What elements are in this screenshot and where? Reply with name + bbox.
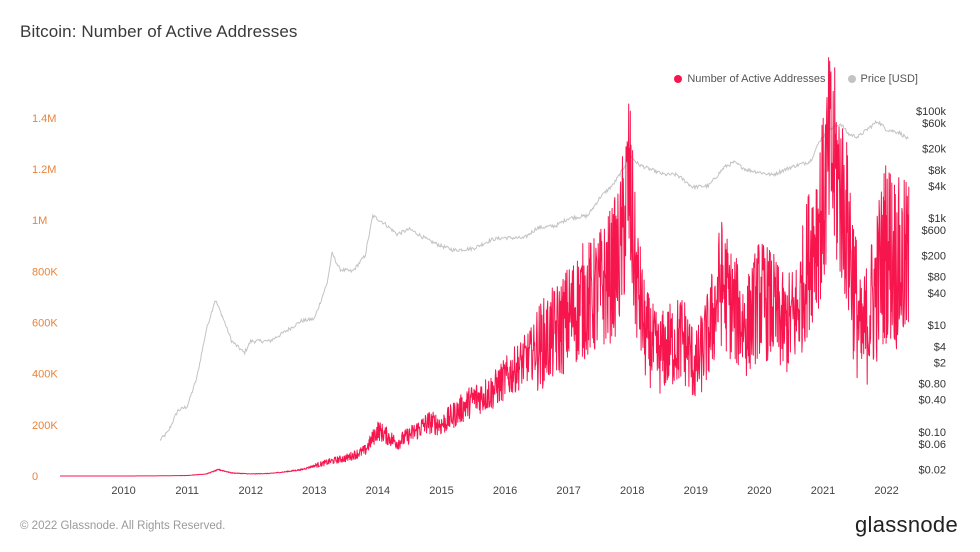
right-tick-label: $20k <box>922 143 946 155</box>
legend-item-price[interactable]: Price [USD] <box>847 73 918 85</box>
right-tick-label: $0.10 <box>918 427 946 439</box>
copyright-footer: © 2022 Glassnode. All Rights Reserved. <box>20 520 226 532</box>
right-tick-label: $200 <box>922 250 946 262</box>
left-tick-label: 200K <box>32 420 58 432</box>
active-addresses-series-line <box>59 57 910 477</box>
right-tick-label: $100k <box>916 106 946 118</box>
left-tick-label: 1M <box>32 215 47 227</box>
right-tick-label: $0.06 <box>918 439 946 451</box>
x-axis: 2010 2011 2012 2013 2014 2015 2016 2017 2018 2019… <box>111 485 898 497</box>
right-tick-label: $0.40 <box>918 395 946 407</box>
left-tick-label: 1.4M <box>32 113 56 125</box>
left-axis: 0 200K 400K 600K 800K 1M 1.2M 1.4M <box>32 113 58 483</box>
legend-label-price: Price [USD] <box>860 73 918 85</box>
left-tick-label: 800K <box>32 266 58 278</box>
x-tick-label: 2021 <box>811 485 835 497</box>
left-tick-label: 1.2M <box>32 164 56 176</box>
legend-label-active-addresses: Number of Active Addresses <box>687 73 826 85</box>
x-tick-label: 2012 <box>239 485 263 497</box>
right-tick-label: $40 <box>928 288 946 300</box>
left-tick-label: 400K <box>32 369 58 381</box>
right-tick-label: $1k <box>928 213 946 225</box>
x-tick-label: 2014 <box>366 485 390 497</box>
x-tick-label: 2016 <box>493 485 517 497</box>
x-tick-label: 2013 <box>302 485 326 497</box>
left-tick-label: 600K <box>32 317 58 329</box>
chart-title: Bitcoin: Number of Active Addresses <box>20 22 298 41</box>
series-layer <box>59 57 910 477</box>
x-tick-label: 2017 <box>556 485 580 497</box>
price-series-line <box>159 119 909 441</box>
legend: Number of Active Addresses Price [USD] <box>674 73 918 85</box>
right-tick-label: $4k <box>928 181 946 193</box>
legend-item-active-addresses[interactable]: Number of Active Addresses <box>674 73 826 85</box>
x-tick-label: 2015 <box>429 485 453 497</box>
brand-logo: glassnode <box>855 512 958 537</box>
x-tick-label: 2010 <box>111 485 135 497</box>
x-tick-label: 2018 <box>620 485 644 497</box>
right-tick-label: $0.80 <box>918 379 946 391</box>
right-axis: $0.02 $0.06$0.10 $0.40 $0.80 $2 $4 $10 $40 $80 $2… <box>916 106 946 476</box>
left-tick-label: 0 <box>32 471 38 483</box>
legend-marker-price <box>847 75 856 83</box>
x-tick-label: 2022 <box>874 485 898 497</box>
right-tick-label: $4 <box>934 341 946 353</box>
legend-marker-active-addresses <box>674 75 683 83</box>
right-tick-label: $8k <box>928 165 946 177</box>
right-tick-label: $80 <box>928 272 946 284</box>
right-tick-label: $600 <box>922 225 946 237</box>
right-tick-label: $2 <box>934 357 946 369</box>
x-tick-label: 2020 <box>747 485 771 497</box>
x-tick-label: 2019 <box>684 485 708 497</box>
x-tick-label: 2011 <box>175 485 199 497</box>
right-tick-label: $60k <box>922 118 946 130</box>
right-tick-label: $0.02 <box>918 464 946 476</box>
right-tick-label: $10 <box>928 320 946 332</box>
